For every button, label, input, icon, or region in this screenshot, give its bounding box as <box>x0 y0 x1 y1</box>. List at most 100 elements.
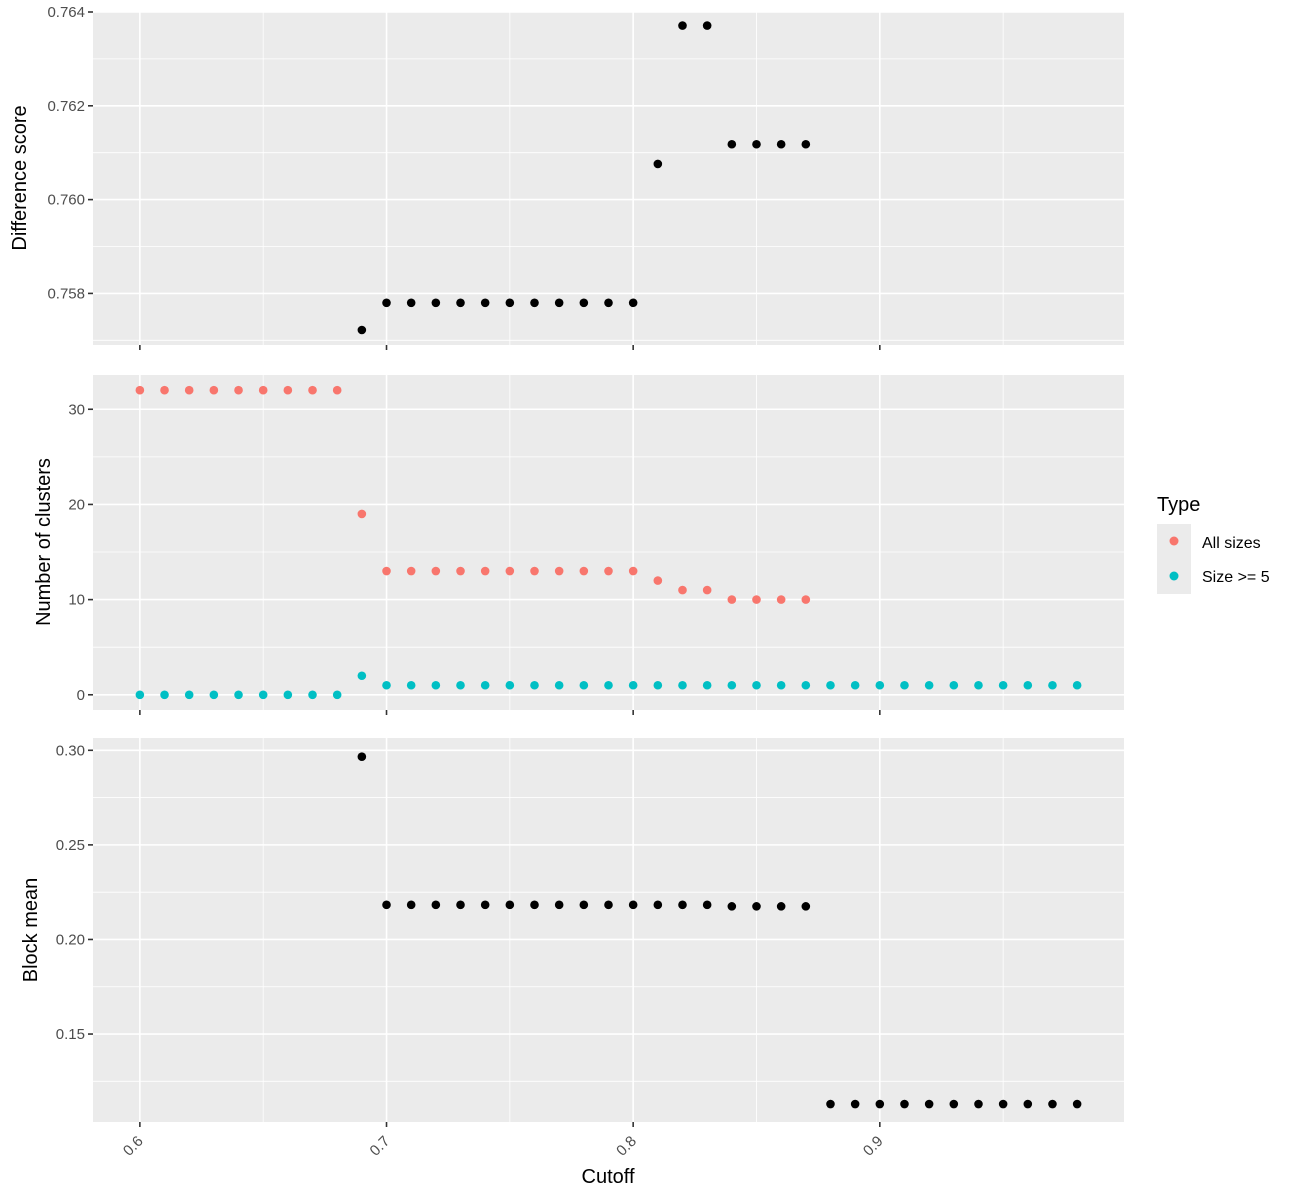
data-point <box>678 900 687 910</box>
data-point <box>505 680 515 690</box>
data-point <box>604 900 613 910</box>
data-point <box>628 298 638 308</box>
data-point <box>628 566 638 576</box>
data-point <box>875 680 885 690</box>
data-point <box>653 900 663 910</box>
data-point <box>998 1099 1008 1109</box>
data-point <box>949 680 959 690</box>
x-tick-label: 0.6 <box>120 1133 147 1160</box>
panel-background <box>93 738 1124 1122</box>
data-point <box>258 690 268 700</box>
y-tick-label: 0.758 <box>47 285 85 302</box>
y-axis-title: Block mean <box>20 878 42 983</box>
data-point <box>283 385 293 395</box>
series-series <box>357 21 811 335</box>
data-point <box>1023 1099 1033 1109</box>
data-point <box>924 1099 934 1109</box>
data-point <box>308 385 317 395</box>
data-point <box>505 566 515 576</box>
data-point <box>752 902 761 911</box>
data-point <box>776 902 786 911</box>
data-point <box>382 566 391 576</box>
legend-label-size-5: Size >= 5 <box>1202 569 1270 586</box>
data-point <box>776 680 786 690</box>
y-tick-label: 0.760 <box>47 192 85 209</box>
data-point <box>554 900 564 910</box>
data-point <box>702 21 712 30</box>
data-point <box>579 900 589 910</box>
data-point <box>406 900 416 910</box>
data-point <box>776 139 786 149</box>
data-point <box>776 595 786 604</box>
data-point <box>135 690 145 700</box>
data-point <box>554 680 564 690</box>
data-point <box>1023 680 1033 690</box>
data-point <box>209 385 219 395</box>
data-point <box>431 566 441 576</box>
data-point <box>431 680 441 690</box>
data-point <box>604 298 613 308</box>
data-point <box>702 900 712 910</box>
data-point <box>900 680 909 690</box>
data-point <box>530 566 539 576</box>
series-size-5 <box>135 671 1082 700</box>
y-tick-label: 0.762 <box>47 98 85 115</box>
data-point <box>160 385 169 395</box>
data-point <box>801 595 811 604</box>
data-point <box>850 1099 860 1109</box>
data-point <box>431 298 441 308</box>
data-point <box>850 680 860 690</box>
data-point <box>998 680 1008 690</box>
data-point <box>653 680 663 690</box>
data-point <box>480 298 490 308</box>
data-point <box>234 385 243 395</box>
data-point <box>308 690 317 700</box>
series-all-sizes <box>135 385 811 604</box>
data-point <box>653 576 663 585</box>
y-tick-label: 10 <box>68 592 85 609</box>
data-point <box>332 385 342 395</box>
data-point <box>382 680 391 690</box>
data-point <box>456 566 465 576</box>
data-point <box>357 325 367 335</box>
data-point <box>702 585 712 595</box>
data-point <box>974 1099 983 1109</box>
data-point <box>431 900 441 910</box>
data-point <box>579 566 589 576</box>
data-point <box>480 900 490 910</box>
data-point <box>530 900 539 910</box>
data-point <box>382 900 391 910</box>
y-tick-label: 20 <box>68 496 85 513</box>
panel-2: 0 10 20 30 Number of clusters <box>33 375 1124 715</box>
data-point <box>530 298 539 308</box>
data-point <box>505 900 515 910</box>
data-point <box>135 385 145 395</box>
data-point <box>357 509 367 519</box>
data-point <box>456 298 465 308</box>
y-tick-label: 0 <box>77 687 85 704</box>
data-point <box>234 690 243 700</box>
data-point <box>727 139 737 149</box>
data-point <box>160 690 169 700</box>
data-point <box>406 566 416 576</box>
data-point <box>184 690 194 700</box>
panel-background <box>93 12 1124 345</box>
data-point <box>875 1099 885 1109</box>
data-point <box>332 690 342 700</box>
data-point <box>678 21 687 30</box>
data-point <box>752 680 761 690</box>
data-point <box>554 298 564 308</box>
data-point <box>456 680 465 690</box>
data-point <box>480 566 490 576</box>
data-point <box>530 680 539 690</box>
data-point <box>826 1099 835 1109</box>
data-point <box>406 298 416 308</box>
x-tick-label: 0.8 <box>613 1133 640 1160</box>
data-point <box>579 298 589 308</box>
data-point <box>604 566 613 576</box>
data-point <box>801 902 811 911</box>
data-point <box>554 566 564 576</box>
y-tick-label: 30 <box>68 401 85 418</box>
data-point <box>826 680 835 690</box>
